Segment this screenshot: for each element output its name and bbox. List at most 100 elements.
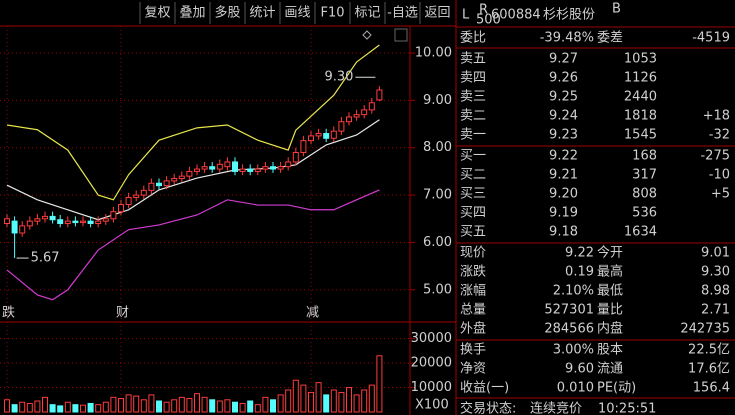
volume-bar (224, 399, 231, 413)
candle-body (232, 161, 238, 172)
book-price: 9.22 (549, 149, 578, 164)
candle-body (346, 116, 352, 123)
volume-bar (209, 399, 216, 413)
candle-body (247, 168, 254, 172)
stat-value: 9.30 (701, 265, 730, 280)
book-label: 卖二 (460, 109, 486, 124)
fund-label: 换手 (460, 343, 486, 358)
book-price: 9.26 (549, 71, 578, 86)
volume-bar (140, 399, 147, 413)
volume-bar (49, 404, 56, 413)
toolbar-button[interactable]: 叠加 (179, 6, 205, 21)
candle-body (300, 140, 307, 153)
candle-body (102, 218, 109, 222)
annotation: 5.67 (31, 251, 60, 266)
toolbar-button[interactable]: -自选 (387, 6, 418, 21)
stat-label: 涨跌 (460, 264, 486, 280)
volume-bar (34, 400, 41, 413)
stat-value: 8.98 (701, 284, 730, 299)
volume-bar (156, 400, 162, 413)
volume-bar (330, 389, 337, 413)
book-volume: 168 (632, 149, 657, 164)
book-label: 买二 (460, 168, 486, 183)
volume-bar (353, 394, 360, 413)
y-tick-label: 7.00 (423, 188, 452, 203)
volume-bar (11, 404, 18, 413)
candle-body (26, 220, 33, 227)
y-tick-label: 10000 (411, 380, 452, 395)
candle-body (4, 218, 10, 225)
stat-label: 今开 (597, 245, 623, 261)
book-volume: 1126 (624, 71, 657, 86)
candle-body (338, 121, 345, 132)
corner-button[interactable] (394, 28, 408, 42)
fund-label: PE(动) (597, 381, 636, 396)
book-label: 买一 (460, 149, 486, 164)
stat-value: 2.71 (701, 303, 730, 318)
book-volume: 1545 (624, 128, 657, 143)
y-tick-label: 9.00 (423, 93, 452, 108)
candle-body (87, 220, 94, 225)
fund-value: 3.00% (553, 343, 594, 358)
candle-body (19, 225, 26, 234)
stat-label: 外盘 (460, 321, 486, 337)
candle-body (133, 194, 140, 198)
book-price: 9.20 (549, 187, 578, 202)
volume-bar (292, 379, 299, 413)
toolbar-button[interactable]: 标记 (354, 6, 380, 21)
candle-body (323, 133, 330, 139)
book-volume: 1634 (624, 225, 657, 240)
volume-bar (239, 402, 246, 413)
stat-value: 242735 (680, 322, 730, 337)
candle-body (72, 220, 79, 224)
value: -4519 (692, 31, 730, 46)
fund-label: 流通 (597, 362, 623, 377)
stat-value: 0.19 (565, 265, 594, 280)
band-line (6, 119, 380, 221)
book-volume: 808 (632, 187, 657, 202)
toolbar-button[interactable]: 返回 (424, 6, 450, 21)
candle-body (148, 182, 155, 191)
annotation: 9.30 (324, 70, 353, 85)
volume-bar (254, 404, 261, 413)
book-label: 买五 (460, 225, 486, 240)
status-time: 10:25:51 (598, 402, 656, 415)
stock-name: 杉杉股份 (543, 8, 595, 23)
volume-bar (270, 399, 276, 413)
volume-bar (72, 404, 79, 413)
stat-label: 最高 (597, 264, 623, 280)
candle-body (49, 215, 56, 221)
label: 委差 (597, 31, 623, 46)
book-price: 9.27 (549, 52, 578, 67)
toolbar-button[interactable]: 复权 (144, 5, 170, 21)
volume-bar (376, 355, 383, 413)
volume-bar (42, 396, 48, 413)
volume-bar (323, 394, 330, 413)
candle-body (277, 166, 284, 170)
book-volume: 1818 (624, 109, 657, 124)
toolbar-button[interactable]: F10 (320, 6, 344, 21)
toolbar-button[interactable]: 统计 (249, 6, 275, 21)
fund-label: 股本 (597, 343, 623, 358)
stat-label: 内盘 (597, 321, 623, 337)
volume-bar (64, 401, 71, 413)
fund-label: 净资 (460, 362, 486, 377)
fund-value: 0.010 (557, 381, 594, 396)
toolbar-button[interactable]: 多股 (214, 5, 240, 21)
candle-body (330, 130, 337, 139)
book-change: +5 (711, 187, 730, 202)
fund-value: 17.6亿 (688, 362, 730, 377)
stat-label: 量比 (597, 303, 623, 318)
book-volume: 317 (632, 168, 657, 183)
volume-bar (125, 394, 132, 413)
candle-body (201, 166, 208, 170)
candle-body (315, 133, 322, 137)
candle-body (42, 215, 48, 220)
volume-bar (186, 398, 193, 413)
book-price: 9.19 (549, 206, 578, 221)
value: -39.48% (540, 31, 594, 46)
book-price: 9.24 (549, 109, 578, 124)
volume-bar (26, 402, 33, 413)
toolbar-button[interactable]: 画线 (284, 6, 310, 21)
volume-bar (19, 401, 26, 413)
